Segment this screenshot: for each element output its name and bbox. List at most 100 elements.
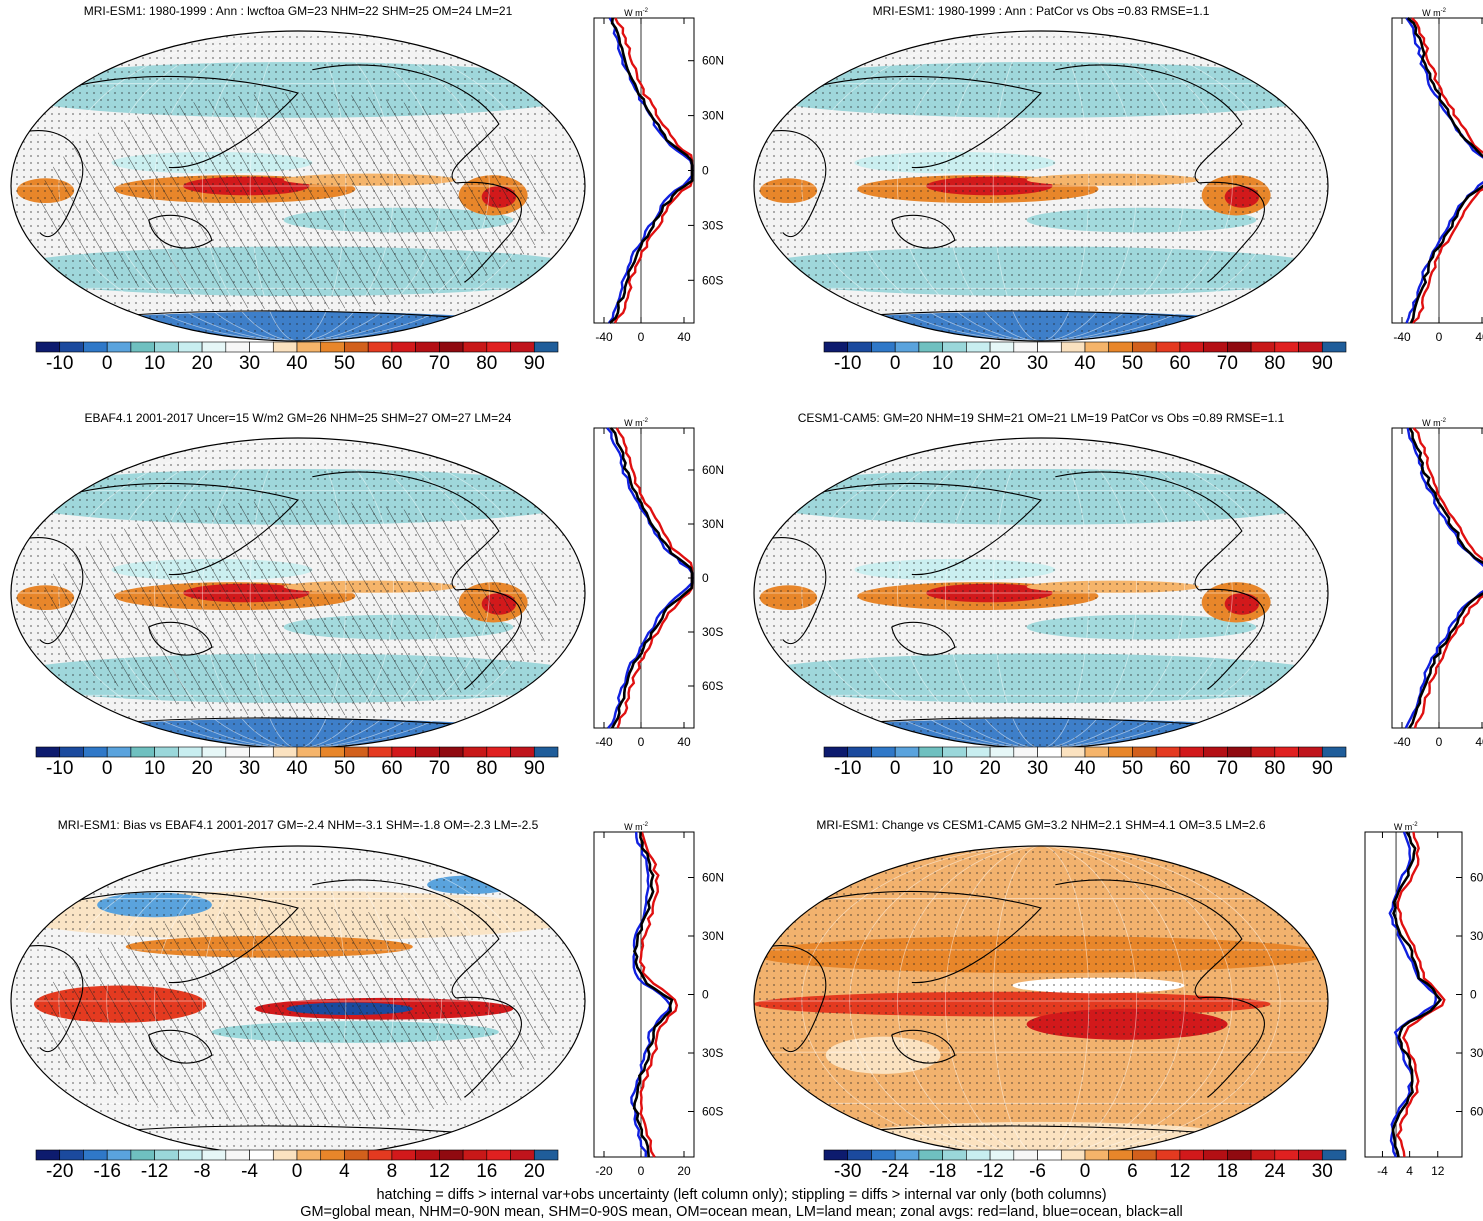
colorbar-tick-label: 0 bbox=[101, 353, 113, 374]
colorbar-tick-label: 70 bbox=[428, 353, 450, 374]
zonal-x-tick-label: 0 bbox=[638, 735, 645, 749]
colorbar-swatch bbox=[871, 746, 896, 758]
colorbar-swatch bbox=[823, 1149, 849, 1161]
zonal-unit: W m-2 bbox=[1422, 418, 1446, 428]
colorbar-swatch bbox=[989, 1149, 1015, 1161]
colorbar-swatch bbox=[201, 1149, 227, 1161]
coastline-south-america bbox=[455, 588, 522, 690]
colorbar-tick-label: 70 bbox=[428, 758, 450, 779]
colorbar-swatch bbox=[1203, 341, 1228, 353]
zonal-lat-label: 60N bbox=[702, 463, 724, 477]
colorbar bbox=[823, 341, 1347, 353]
colorbar-swatch bbox=[1155, 1149, 1181, 1161]
coastline-africa bbox=[25, 537, 84, 645]
colorbar-swatch bbox=[942, 746, 967, 758]
colorbar-tick-label: 70 bbox=[1216, 758, 1238, 779]
colorbar-swatch bbox=[533, 746, 559, 758]
colorbar-swatch bbox=[249, 341, 274, 353]
colorbar-swatch bbox=[1037, 1149, 1062, 1161]
coastline-antarctica bbox=[97, 717, 499, 729]
colorbar-tick-label: 50 bbox=[333, 353, 356, 374]
colorbar-swatch bbox=[966, 341, 991, 353]
colorbar-tick-label: 90 bbox=[1311, 353, 1333, 374]
colorbar-tick-label: 0 bbox=[889, 758, 901, 779]
colorbar-swatch bbox=[918, 341, 943, 353]
zonal-lat-label: 60N bbox=[1470, 871, 1483, 885]
footer-note-legend: GM=global mean, NHM=0-90N mean, SHM=0-90… bbox=[300, 1204, 1183, 1220]
zonal-lat-label: 0 bbox=[1470, 988, 1477, 1002]
colorbar-swatch bbox=[296, 341, 322, 353]
colorbar-tick-label: 60 bbox=[381, 758, 403, 779]
coastline-antarctica bbox=[840, 310, 1242, 322]
colorbar-swatch bbox=[918, 1149, 943, 1161]
colorbar-swatch bbox=[439, 341, 464, 353]
colorbar-swatch bbox=[847, 746, 872, 758]
colorbar-swatch bbox=[320, 341, 345, 353]
coastline-australia bbox=[891, 1029, 956, 1064]
coastline-south-america bbox=[455, 996, 522, 1098]
hatching-layer bbox=[39, 500, 557, 717]
zonal-lat-label: 60S bbox=[702, 1105, 723, 1119]
colorbar-swatch bbox=[201, 746, 227, 758]
robinson-map bbox=[10, 845, 586, 1157]
colorbar-tick-label: 10 bbox=[932, 353, 954, 374]
coastline-africa bbox=[25, 130, 84, 238]
map-title: CESM1-CAM5: GM=20 NHM=19 SHM=21 OM=21 LM… bbox=[797, 411, 1285, 425]
colorbar-swatch bbox=[1060, 1149, 1086, 1161]
zonal-lat-label: 0 bbox=[702, 988, 709, 1002]
coastline-north-america bbox=[1055, 879, 1243, 999]
zonal-lat-label: 60S bbox=[702, 679, 723, 693]
colorbar-swatch bbox=[1013, 341, 1038, 353]
footer-note-hatching: hatching = diffs > internal var+obs unce… bbox=[376, 1187, 1107, 1203]
robinson-map bbox=[10, 30, 586, 342]
colorbar-tick-label: -20 bbox=[45, 1161, 74, 1182]
colorbar-swatch bbox=[1132, 341, 1157, 353]
colorbar-swatch bbox=[59, 341, 84, 353]
colorbar-swatch bbox=[367, 1149, 393, 1161]
zonal-x-tick-label: -40 bbox=[1393, 735, 1411, 749]
zonal-lat-label: 30N bbox=[1470, 929, 1483, 943]
colorbar-swatch bbox=[1274, 1149, 1299, 1161]
zonal-line-all bbox=[632, 831, 674, 1158]
colorbar-swatch bbox=[130, 341, 155, 353]
zonal-average-plot: W m-2 -4 4 12 60N 30N 0 30S 60S bbox=[1364, 822, 1483, 1178]
colorbar-swatch bbox=[847, 1149, 872, 1161]
colorbar-tick-label: 16 bbox=[476, 1161, 498, 1182]
zonal-frame bbox=[1391, 17, 1483, 324]
colorbar-swatch bbox=[1155, 746, 1181, 758]
colorbar-swatch bbox=[966, 746, 991, 758]
zonal-x-tick-label: -40 bbox=[1393, 330, 1411, 344]
zonal-lat-label: 60S bbox=[702, 273, 723, 287]
colorbar bbox=[823, 1149, 1347, 1161]
colorbar-tick-label: 18 bbox=[1216, 1161, 1238, 1182]
hatching-layer bbox=[39, 908, 557, 1125]
colorbar-swatch bbox=[178, 341, 203, 353]
coastline-north-america bbox=[1055, 471, 1243, 591]
colorbar-swatch bbox=[510, 746, 535, 758]
colorbar-swatch bbox=[1037, 746, 1062, 758]
colorbar-tick-label: 20 bbox=[191, 353, 213, 374]
colorbar-swatch bbox=[59, 1149, 84, 1161]
robinson-map bbox=[753, 437, 1329, 749]
zonal-line-ocean bbox=[1405, 17, 1483, 324]
colorbar-swatch bbox=[178, 1149, 203, 1161]
colorbar-swatch bbox=[83, 341, 108, 353]
colorbar-swatch bbox=[320, 1149, 345, 1161]
colorbar-tick-label: 40 bbox=[1074, 353, 1096, 374]
coastline-australia bbox=[891, 621, 956, 656]
coastline-australia bbox=[148, 621, 213, 656]
zonal-line-all bbox=[1408, 427, 1483, 729]
colorbar-swatch bbox=[130, 1149, 155, 1161]
colorbar-tick-label: -30 bbox=[833, 1161, 862, 1182]
coastline-antarctica bbox=[97, 310, 499, 322]
colorbar-swatch bbox=[35, 1149, 61, 1161]
colorbar-tick-label: -12 bbox=[976, 1161, 1004, 1182]
zonal-x-tick-label: 0 bbox=[638, 330, 645, 344]
colorbar-swatch bbox=[391, 1149, 416, 1161]
zonal-x-tick-label: -40 bbox=[595, 330, 613, 344]
colorbar-swatch bbox=[367, 341, 393, 353]
colorbar-swatch bbox=[486, 341, 511, 353]
colorbar-swatch bbox=[225, 341, 250, 353]
colorbar-swatch bbox=[320, 746, 345, 758]
colorbar-swatch bbox=[533, 341, 559, 353]
